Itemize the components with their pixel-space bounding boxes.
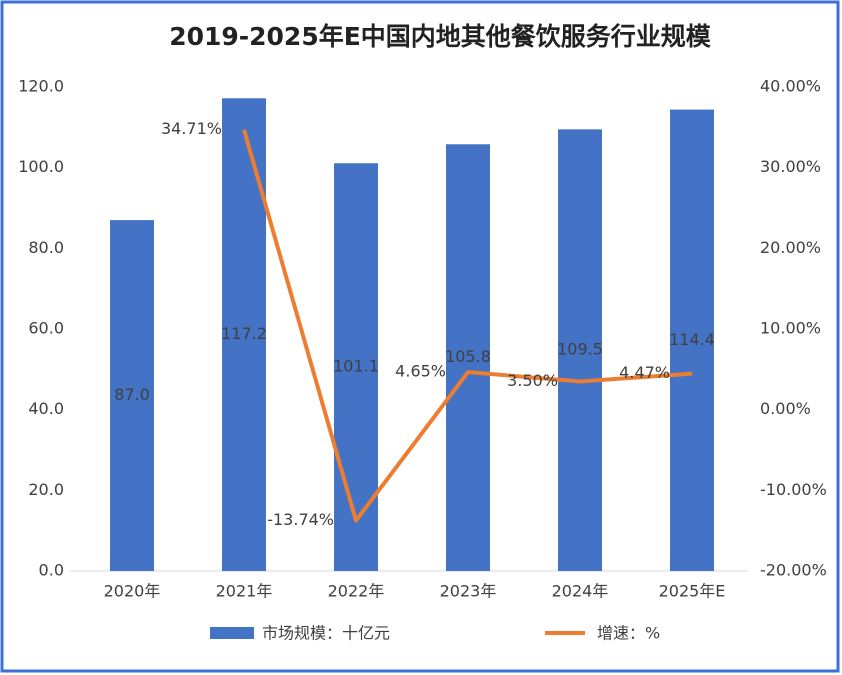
- bar-label: 101.1: [333, 357, 379, 376]
- y2-tick-label: -10.00%: [760, 480, 827, 499]
- chart-title: 2019-2025年E中国内地其他餐饮服务行业规模: [169, 22, 712, 51]
- x-tick-label: 2024年: [552, 582, 609, 601]
- y2-tick-label: 40.00%: [760, 77, 821, 96]
- line-label: 4.65%: [395, 362, 446, 381]
- bar: [446, 144, 490, 572]
- y2-tick-label: 10.00%: [760, 319, 821, 338]
- bar-label: 87.0: [114, 385, 150, 404]
- y-tick-label: 100.0: [18, 157, 64, 176]
- x-tick-label: 2021年: [216, 582, 273, 601]
- y-tick-label: 60.0: [28, 319, 64, 338]
- y-tick-label: 40.0: [28, 399, 64, 418]
- y-tick-label: 20.0: [28, 480, 64, 499]
- legend-swatch: [210, 627, 254, 639]
- y-tick-label: 120.0: [18, 77, 64, 96]
- y2-tick-label: 0.00%: [760, 399, 811, 418]
- line-label: 3.50%: [507, 371, 558, 390]
- y2-tick-label: 30.00%: [760, 157, 821, 176]
- bar: [558, 129, 602, 571]
- y-tick-label: 80.0: [28, 238, 64, 257]
- line-label: 34.71%: [161, 119, 222, 138]
- legend-label: 增速：%: [597, 624, 660, 643]
- bar: [110, 220, 154, 571]
- bar-label: 109.5: [557, 340, 603, 359]
- x-tick-label: 2025年E: [659, 582, 726, 601]
- x-tick-label: 2020年: [104, 582, 161, 601]
- line-label: 4.47%: [619, 363, 670, 382]
- x-tick-label: 2023年: [440, 582, 497, 601]
- x-tick-label: 2022年: [328, 582, 385, 601]
- y2-tick-label: -20.00%: [760, 561, 827, 580]
- legend-label: 市场规模：十亿元: [262, 624, 390, 643]
- bar-label: 105.8: [445, 347, 491, 366]
- line-label: -13.74%: [267, 510, 334, 529]
- y-tick-label: 0.0: [39, 561, 64, 580]
- y2-tick-label: 20.00%: [760, 238, 821, 257]
- line: [242, 129, 693, 523]
- bar-label: 117.2: [221, 324, 267, 343]
- bar-label: 114.4: [669, 330, 715, 349]
- bar: [670, 109, 714, 571]
